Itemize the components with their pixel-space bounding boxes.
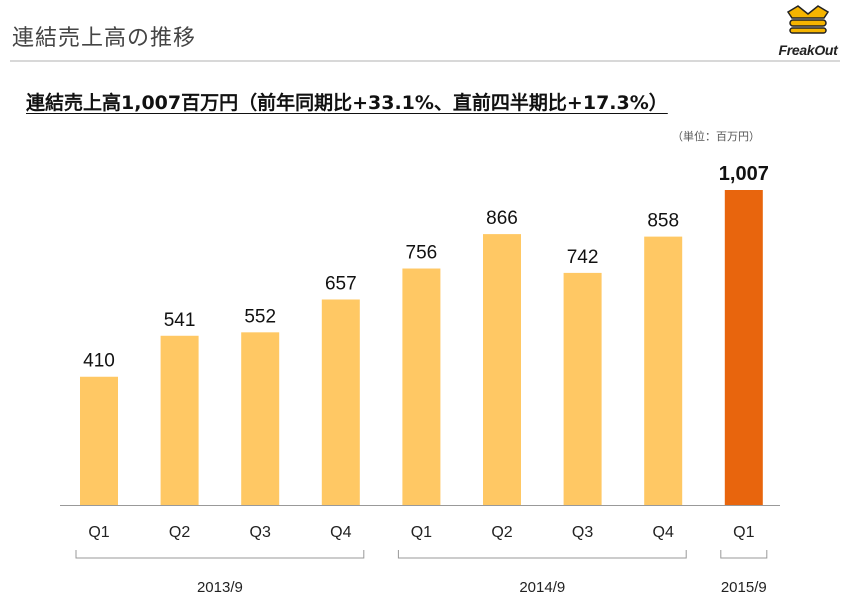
bar-7 (563, 272, 602, 505)
data-label-1: 410 (83, 351, 115, 372)
data-label-3: 552 (244, 306, 276, 327)
bar-2 (160, 335, 199, 505)
data-label-6: 866 (486, 208, 518, 229)
category-label-7: Q3 (572, 524, 593, 541)
data-label-9: 1,007 (719, 163, 769, 185)
category-label-5: Q1 (411, 524, 432, 541)
category-label-6: Q2 (491, 524, 512, 541)
group-label-2: 2014/9 (519, 579, 565, 596)
group-label-3: 2015/9 (721, 579, 767, 596)
group-bracket-1 (75, 550, 365, 559)
data-label-2: 541 (164, 310, 196, 331)
slide-title: 連結売上高の推移 (12, 26, 197, 51)
data-label-8: 858 (647, 211, 679, 232)
data-label-7: 742 (567, 247, 599, 268)
bar-5 (402, 268, 441, 505)
category-label-1: Q1 (88, 524, 109, 541)
freakout-logo: FreakOut (768, 4, 848, 60)
bar-9 (724, 190, 763, 505)
burger-logo-icon (786, 5, 830, 34)
group-label-1: 2013/9 (197, 579, 243, 596)
bar-4 (321, 299, 360, 505)
bar-6 (483, 234, 521, 505)
bar-1 (80, 376, 118, 505)
title-divider (10, 60, 840, 62)
bar-3 (241, 332, 280, 505)
data-label-4: 657 (325, 273, 357, 294)
category-label-8: Q4 (653, 524, 674, 541)
data-label-5: 756 (406, 243, 438, 264)
unit-label: （単位：百万円） (672, 130, 760, 143)
category-label-2: Q2 (169, 524, 190, 541)
category-label-3: Q3 (250, 524, 271, 541)
group-bracket-2 (397, 550, 687, 559)
category-label-4: Q4 (330, 524, 351, 541)
chart-headline: 連結売上高1,007百万円（前年同期比+33.1%、直前四半期比+17.3%） (26, 92, 668, 114)
logo-wordmark: FreakOut (778, 42, 838, 58)
group-bracket-3 (720, 550, 768, 559)
bar-8 (644, 236, 683, 505)
category-label-9: Q1 (733, 524, 754, 541)
